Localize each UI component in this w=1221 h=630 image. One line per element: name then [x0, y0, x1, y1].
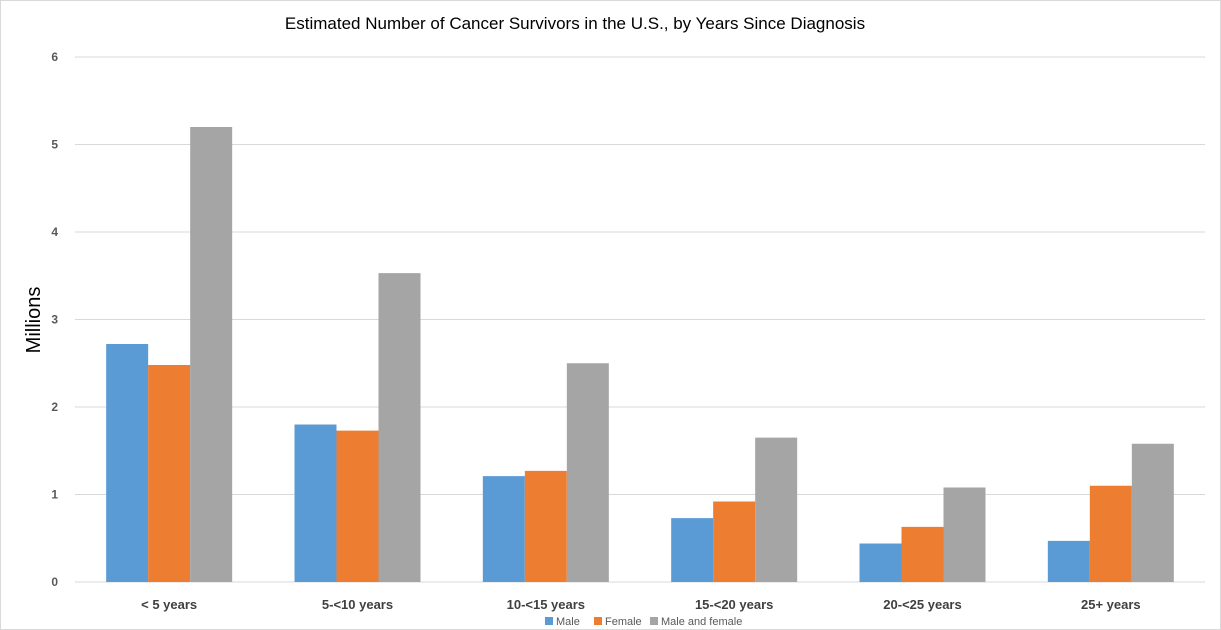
bar-female-2	[524, 470, 567, 582]
legend-swatch-male-and-female	[650, 617, 658, 625]
legend: Male Female Male and female	[545, 616, 742, 628]
bar-male-and-female-4	[943, 487, 986, 582]
bar-male-3	[671, 518, 714, 582]
bar-male-1	[294, 424, 337, 582]
bar-male-and-female-1	[378, 273, 421, 582]
gridlines	[75, 56, 1205, 583]
x-tick-label: 10-<15 years	[507, 597, 585, 612]
bars	[106, 127, 1174, 582]
legend-label: Female	[605, 616, 642, 628]
x-tick-label: 20-<25 years	[883, 597, 961, 612]
legend-label: Male	[556, 616, 580, 628]
bar-male-4	[859, 543, 902, 582]
bar-female-1	[336, 430, 379, 582]
legend-swatch-female	[594, 617, 602, 625]
y-tick-label: 3	[51, 313, 58, 327]
bar-female-0	[148, 365, 191, 582]
bar-male-and-female-2	[566, 363, 609, 582]
bar-male-5	[1047, 540, 1090, 582]
bar-female-4	[901, 526, 944, 582]
y-tick-label: 5	[51, 138, 58, 152]
bar-female-3	[713, 501, 756, 582]
bar-male-and-female-3	[755, 437, 798, 582]
y-axis-title: Millions	[23, 287, 45, 354]
legend-label: Male and female	[661, 616, 742, 628]
legend-swatch-male	[545, 617, 553, 625]
chart-title: Estimated Number of Cancer Survivors in …	[285, 14, 865, 33]
y-tick-label: 1	[51, 488, 58, 502]
y-axis-ticks: 0 1 2 3 4 5 6	[51, 50, 58, 589]
bar-female-5	[1089, 485, 1132, 582]
bar-male-2	[482, 476, 525, 582]
y-tick-label: 2	[51, 400, 58, 414]
x-tick-label: 15-<20 years	[695, 597, 773, 612]
y-tick-label: 0	[51, 575, 58, 589]
bar-male-and-female-0	[190, 127, 233, 582]
y-tick-label: 6	[51, 50, 58, 64]
y-tick-label: 4	[51, 225, 58, 239]
x-tick-label: 5-<10 years	[322, 597, 393, 612]
x-tick-label: 25+ years	[1081, 597, 1141, 612]
bar-male-and-female-5	[1131, 443, 1174, 582]
bar-male-0	[106, 344, 149, 582]
x-axis-ticks: < 5 years 5-<10 years 10-<15 years 15-<20 y…	[141, 597, 1141, 612]
x-tick-label: < 5 years	[141, 597, 197, 612]
